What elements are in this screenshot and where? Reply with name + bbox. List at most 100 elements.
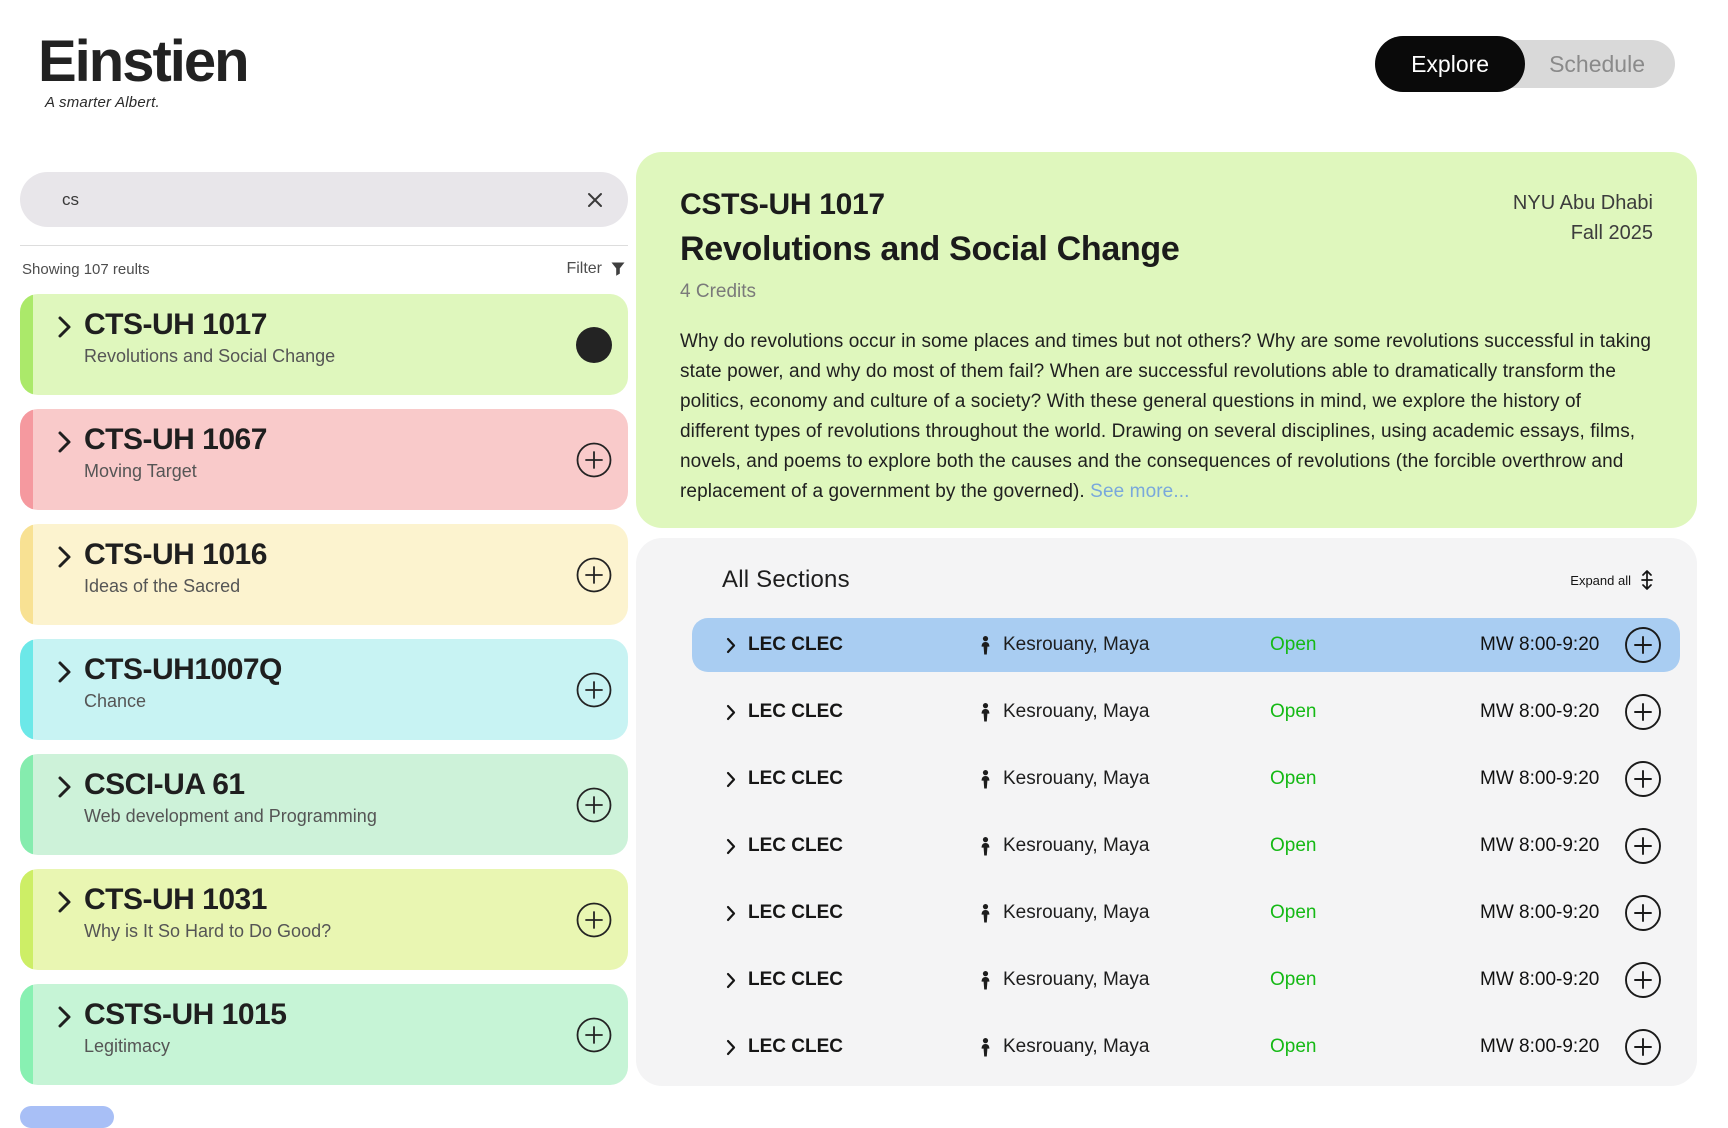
course-search-sidebar: Showing 107 reults Filter CTS-UH 1017 Re… — [20, 172, 628, 1128]
section-status: Open — [1270, 835, 1317, 856]
section-type-cell: LEC CLEC — [726, 835, 980, 857]
section-type: LEC CLEC — [748, 969, 843, 990]
course-detail-panel: CSTS-UH 1017 Revolutions and Social Chan… — [636, 152, 1697, 1086]
section-type-cell: LEC CLEC — [726, 634, 980, 656]
add-course-button[interactable] — [576, 902, 612, 938]
person-icon — [980, 836, 991, 856]
section-instructor: Kesrouany, Maya — [1003, 1036, 1150, 1057]
course-code: CTS-UH 1017 — [84, 308, 267, 341]
section-instructor: Kesrouany, Maya — [1003, 969, 1150, 990]
section-status: Open — [1270, 768, 1317, 789]
section-instructor: Kesrouany, Maya — [1003, 835, 1150, 856]
sections-heading: All Sections — [722, 566, 850, 593]
add-section-button[interactable] — [1624, 760, 1662, 798]
section-row[interactable]: LEC CLEC Kesrouany, Maya Open MW 8:00-9:… — [692, 752, 1680, 806]
chevron-right-icon[interactable] — [57, 430, 72, 454]
section-type-cell: LEC CLEC — [726, 902, 980, 924]
chevron-right-icon[interactable] — [726, 972, 736, 989]
section-type: LEC CLEC — [748, 768, 843, 789]
expand-all-button[interactable]: Expand all — [1570, 569, 1656, 591]
section-type: LEC CLEC — [748, 1036, 843, 1057]
section-rows: LEC CLEC Kesrouany, Maya Open MW 8:00-9:… — [692, 618, 1680, 1074]
partial-next-card[interactable] — [20, 1106, 114, 1128]
add-section-button[interactable] — [1624, 626, 1662, 664]
add-section-button[interactable] — [1624, 693, 1662, 731]
section-status: Open — [1270, 969, 1317, 990]
course-card-body: CSCI-UA 61 Web development and Programmi… — [57, 768, 558, 827]
course-code: CSTS-UH 1015 — [84, 998, 287, 1031]
section-type-cell: LEC CLEC — [726, 768, 980, 790]
add-course-button[interactable] — [576, 1017, 612, 1053]
section-row[interactable]: LEC CLEC Kesrouany, Maya Open MW 8:00-9:… — [692, 886, 1680, 940]
chevron-right-icon[interactable] — [726, 905, 736, 922]
section-instructor: Kesrouany, Maya — [1003, 902, 1150, 923]
search-input[interactable] — [20, 172, 628, 227]
plus-circle-icon — [1624, 894, 1662, 932]
chevron-right-icon[interactable] — [726, 704, 736, 721]
add-course-button[interactable] — [576, 442, 612, 478]
section-row[interactable]: LEC CLEC Kesrouany, Maya Open MW 8:00-9:… — [692, 685, 1680, 739]
course-card-body: CTS-UH 1017 Revolutions and Social Chang… — [57, 308, 558, 367]
chevron-right-icon[interactable] — [57, 315, 72, 339]
plus-circle-icon — [576, 902, 612, 938]
section-status: Open — [1270, 1036, 1317, 1057]
course-card[interactable]: CTS-UH1007Q Chance — [20, 639, 628, 740]
add-section-button[interactable] — [1624, 827, 1662, 865]
add-course-button[interactable] — [576, 672, 612, 708]
filter-label: Filter — [566, 260, 602, 277]
add-section-button[interactable] — [1624, 961, 1662, 999]
section-row[interactable]: LEC CLEC Kesrouany, Maya Open MW 8:00-9:… — [692, 1020, 1680, 1074]
course-added-indicator[interactable] — [576, 326, 612, 363]
course-card[interactable]: CTS-UH 1031 Why is It So Hard to Do Good… — [20, 869, 628, 970]
chevron-right-icon[interactable] — [57, 775, 72, 799]
chevron-right-icon[interactable] — [57, 890, 72, 914]
course-code: CTS-UH 1031 — [84, 883, 267, 916]
section-time: MW 8:00-9:20 — [1480, 634, 1600, 655]
section-row[interactable]: LEC CLEC Kesrouany, Maya Open MW 8:00-9:… — [692, 953, 1680, 1007]
person-icon — [980, 903, 991, 923]
section-instructor: Kesrouany, Maya — [1003, 701, 1150, 722]
detail-school: NYU Abu Dhabi — [1512, 192, 1653, 214]
plus-circle-icon — [576, 787, 612, 823]
course-card[interactable]: CSCI-UA 61 Web development and Programmi… — [20, 754, 628, 855]
plus-circle-icon — [576, 1017, 612, 1053]
chevron-right-icon[interactable] — [726, 1039, 736, 1056]
chevron-right-icon[interactable] — [726, 637, 736, 654]
chevron-right-icon[interactable] — [726, 838, 736, 855]
section-row[interactable]: LEC CLEC Kesrouany, Maya Open MW 8:00-9:… — [692, 819, 1680, 873]
course-card[interactable]: CSTS-UH 1015 Legitimacy — [20, 984, 628, 1085]
search-bar[interactable] — [20, 172, 628, 227]
tab-explore[interactable]: Explore — [1375, 36, 1526, 92]
section-type-cell: LEC CLEC — [726, 1036, 980, 1058]
view-toggle: Explore Schedule — [1375, 36, 1675, 92]
course-card-body: CTS-UH 1031 Why is It So Hard to Do Good… — [57, 883, 558, 942]
add-course-button[interactable] — [576, 787, 612, 823]
see-more-link[interactable]: See more... — [1090, 481, 1190, 502]
course-card[interactable]: CTS-UH 1067 Moving Target — [20, 409, 628, 510]
filter-button[interactable]: Filter — [566, 260, 626, 278]
results-count: Showing 107 reults — [22, 260, 150, 278]
sections-header: All Sections Expand all — [692, 566, 1680, 594]
clear-search-button[interactable] — [582, 187, 608, 213]
course-card[interactable]: CTS-UH 1017 Revolutions and Social Chang… — [20, 294, 628, 395]
section-row[interactable]: LEC CLEC Kesrouany, Maya Open MW 8:00-9:… — [692, 618, 1680, 672]
course-card[interactable]: CTS-UH 1016 Ideas of the Sacred — [20, 524, 628, 625]
card-color-stripe — [20, 984, 33, 1085]
expand-all-icon — [1638, 569, 1656, 591]
tab-schedule[interactable]: Schedule — [1525, 40, 1675, 88]
course-code: CTS-UH 1067 — [84, 423, 267, 456]
chevron-right-icon[interactable] — [726, 771, 736, 788]
course-title: Ideas of the Sacred — [84, 576, 241, 596]
add-section-button[interactable] — [1624, 1028, 1662, 1066]
add-section-button[interactable] — [1624, 894, 1662, 932]
chevron-right-icon[interactable] — [57, 660, 72, 684]
plus-circle-icon — [576, 557, 612, 593]
chevron-right-icon[interactable] — [57, 1005, 72, 1029]
add-course-button[interactable] — [576, 557, 612, 593]
section-instructor-cell: Kesrouany, Maya — [980, 1036, 1270, 1058]
section-time: MW 8:00-9:20 — [1480, 902, 1600, 923]
section-time: MW 8:00-9:20 — [1480, 835, 1600, 856]
chevron-right-icon[interactable] — [57, 545, 72, 569]
plus-circle-icon — [1624, 626, 1662, 664]
plus-circle-icon — [1624, 1028, 1662, 1066]
